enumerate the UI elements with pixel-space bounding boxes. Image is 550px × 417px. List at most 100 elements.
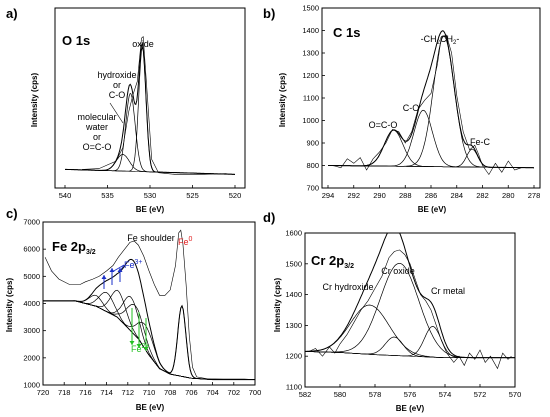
x-tick-label: 574 (439, 390, 452, 399)
plot-area (65, 35, 236, 175)
chart-title: C 1s (333, 25, 360, 40)
x-tick-label: 294 (322, 191, 335, 200)
x-tick-label: 520 (229, 191, 242, 200)
y-tick-label: 800 (306, 161, 319, 170)
y-tick-label: 6000 (23, 245, 40, 254)
plot-area (43, 229, 255, 381)
x-tick-label: 582 (299, 390, 312, 399)
x-axis-label: BE (eV) (418, 205, 447, 214)
arrow-head (143, 347, 149, 351)
x-tick-label: 540 (59, 191, 72, 200)
raw-data-line (81, 35, 227, 175)
annotation-label: Cr oxide (381, 266, 415, 276)
fit-component-line (43, 300, 255, 380)
y-tick-label: 1200 (302, 71, 319, 80)
arrow-head (117, 268, 123, 272)
annotation-label: Fe0 (178, 236, 193, 247)
panel-label: b) (263, 6, 275, 21)
x-tick-label: 714 (100, 388, 113, 397)
x-axis-label: BE (eV) (396, 404, 425, 413)
y-tick-label: 900 (306, 139, 319, 148)
fit-component-line (305, 326, 515, 359)
x-tick-label: 535 (101, 191, 114, 200)
x-tick-label: 525 (186, 191, 199, 200)
panel-d: d) 582 580 578 576 574 572 570 1100 1200 1300 1400 1… (263, 210, 521, 413)
x-tick-label: 718 (58, 388, 71, 397)
plot-area (328, 30, 535, 176)
fit-component-line (43, 294, 255, 380)
x-tick-label: 720 (37, 388, 50, 397)
x-tick-label: 700 (249, 388, 262, 397)
annotation-label: Cr metal (431, 286, 465, 296)
x-tick-label: 282 (476, 191, 489, 200)
annotation-label: O=C-O (369, 120, 398, 130)
y-axis-label: Intensity (cps) (278, 73, 287, 128)
x-tick-label: 570 (509, 390, 522, 399)
annotation-leader (111, 264, 125, 273)
y-tick-label: 5000 (23, 272, 40, 281)
annotation-leader (109, 102, 124, 124)
x-tick-label: 706 (185, 388, 198, 397)
raw-data-line (333, 34, 522, 176)
panel-c: c) 720 718 716 714 712 710 708 706 704 702 700 1000 2… (5, 206, 261, 412)
panel-label: a) (6, 6, 18, 21)
y-tick-label: 1300 (302, 49, 319, 58)
x-tick-label: 576 (404, 390, 417, 399)
chart-title: Cr 2p3/2 (311, 253, 354, 270)
background-line (43, 300, 255, 380)
panel-label: d) (263, 210, 275, 225)
x-tick-label: 288 (399, 191, 412, 200)
fit-component-line (43, 295, 255, 380)
annotation-label: Cr hydroxide (322, 282, 373, 292)
plot-area (305, 233, 515, 370)
x-tick-label: 716 (79, 388, 92, 397)
fit-component-line (43, 300, 255, 380)
x-tick-label: 280 (502, 191, 515, 200)
raw-data-line (308, 249, 512, 370)
y-tick-label: 4000 (23, 299, 40, 308)
x-tick-label: 278 (528, 191, 541, 200)
annotation-label: hydroxide or C-O (97, 70, 136, 100)
y-tick-label: 1600 (285, 229, 302, 238)
arrow-head (136, 344, 142, 348)
fit-component-line (328, 35, 535, 169)
y-tick-label: 1200 (285, 352, 302, 361)
y-tick-label: 1100 (303, 94, 319, 103)
fit-component-line (43, 291, 255, 380)
panel-label: c) (6, 206, 18, 221)
x-tick-label: 572 (474, 390, 487, 399)
annotation-label: C-O (403, 103, 420, 113)
annotation-label: Fe3+ (124, 259, 143, 270)
x-tick-label: 704 (206, 388, 219, 397)
y-tick-label: 1300 (285, 321, 302, 330)
x-tick-label: 578 (369, 390, 382, 399)
chart-title: Fe 2p3/2 (52, 239, 96, 256)
fit-component-line (328, 129, 535, 169)
y-axis-label: Intensity (cps) (273, 278, 282, 333)
annotation-label: Fe shoulder (127, 233, 175, 243)
fit-envelope-line (305, 233, 515, 359)
fit-component-line (305, 262, 515, 359)
y-tick-label: 2000 (23, 353, 40, 362)
arrow-head (109, 268, 115, 272)
arrow-head (129, 341, 135, 345)
y-tick-label: 700 (306, 184, 319, 193)
y-axis-label: Intensity (cps) (30, 73, 39, 128)
y-tick-label: 7000 (23, 218, 40, 227)
annotation-label: -CH2CH2- (421, 34, 460, 46)
x-tick-label: 712 (122, 388, 135, 397)
y-tick-label: 1100 (286, 383, 302, 392)
chart-title: O 1s (62, 33, 90, 48)
x-tick-label: 290 (373, 191, 386, 200)
panel-a: a) 540 535 530 525 520 BE (eV) Intensity (cps) O… (6, 6, 246, 214)
x-tick-label: 284 (450, 191, 463, 200)
fit-envelope-line (43, 258, 255, 381)
x-tick-label: 710 (143, 388, 156, 397)
x-tick-label: 708 (164, 388, 177, 397)
panel-b: b) 294 292 290 288 286 284 282 280 278 700 800 900 10… (263, 4, 541, 214)
x-tick-label: 580 (334, 390, 347, 399)
x-tick-label: 702 (228, 388, 241, 397)
fit-envelope-line (65, 42, 236, 175)
x-tick-label: 292 (347, 191, 360, 200)
